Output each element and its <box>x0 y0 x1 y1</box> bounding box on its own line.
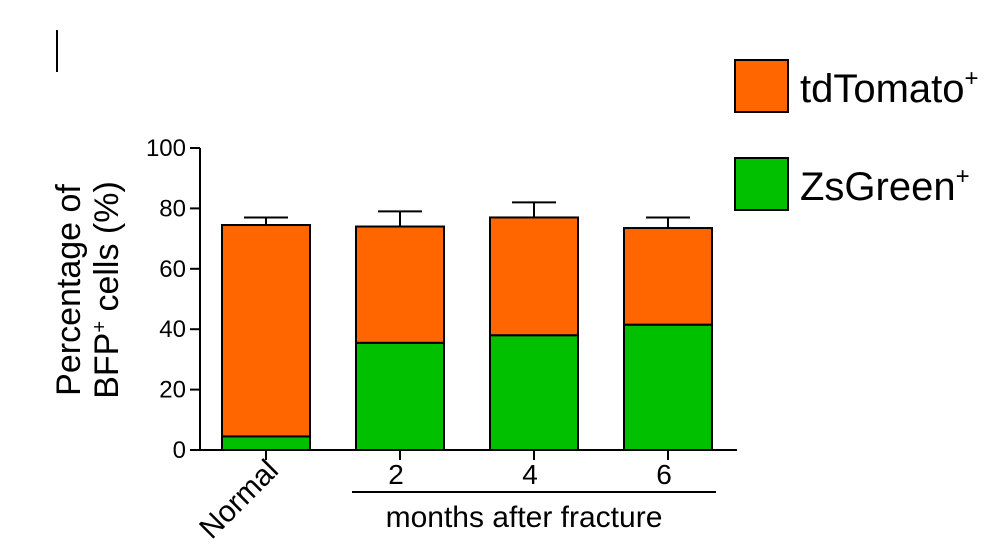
bar-zsgreen-6 <box>623 323 713 452</box>
legend-label-zsgreen: ZsGreen+ <box>800 163 970 209</box>
x-tick-label-2: 2 <box>388 459 404 490</box>
bar-tdtomato-6 <box>623 227 713 326</box>
y-axis-title-sup: + <box>89 321 111 333</box>
legend-label-zsgreen-text: ZsGreen <box>800 165 956 209</box>
legend: tdTomato+ ZsGreen+ <box>734 59 979 211</box>
bar-zsgreen-4 <box>489 334 579 451</box>
y-tick-label-60: 60 <box>159 256 186 283</box>
bar-zsgreen-normal <box>221 435 311 452</box>
bar-zsgreen-2 <box>355 341 445 452</box>
group-bracket: months after fracture <box>352 491 716 534</box>
legend-label-tdtomato-text: tdTomato <box>800 67 965 111</box>
group-label: months after fracture <box>386 501 663 534</box>
y-tick-label-40: 40 <box>159 316 186 343</box>
y-axis-title-line1: Percentage of <box>50 184 88 396</box>
y-tick-label-100: 100 <box>146 135 186 162</box>
x-tick-label-4: 4 <box>522 459 538 490</box>
x-tick-label-normal: Normal <box>193 454 285 546</box>
legend-label-tdtomato-sup: + <box>965 65 979 92</box>
y-axis-title-bfp: BFP <box>88 333 126 399</box>
x-tick-label-6: 6 <box>656 459 672 490</box>
legend-label-tdtomato: tdTomato+ <box>800 65 979 111</box>
legend-label-zsgreen-sup: + <box>956 163 970 190</box>
y-axis-title: Percentage of BFP+ cells (%) <box>50 181 126 399</box>
legend-swatch-tdtomato <box>734 59 789 113</box>
y-axis-title-line2: BFP+ cells (%) <box>88 181 126 399</box>
bars-layer <box>221 201 713 452</box>
y-tick-label-0: 0 <box>173 437 186 464</box>
legend-swatch-zsgreen <box>734 157 789 211</box>
y-tick-label-20: 20 <box>159 377 186 404</box>
bar-tdtomato-2 <box>355 225 445 344</box>
bar-tdtomato-4 <box>489 216 579 337</box>
bar-tdtomato-normal <box>221 224 311 438</box>
y-tick-label-80: 80 <box>159 195 186 222</box>
y-axis-title-rest: cells (%) <box>88 181 126 321</box>
